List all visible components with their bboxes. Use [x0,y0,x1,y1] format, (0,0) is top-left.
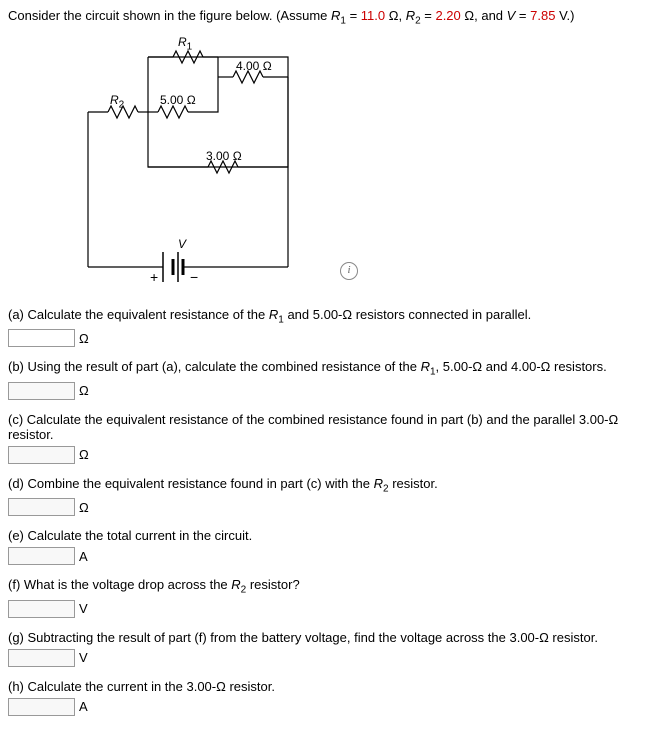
d-sym: R [374,476,383,491]
a-post: and 5.00-Ω resistors connected in parall… [284,307,531,322]
unit2: Ω, and [461,8,507,23]
v-symbol: V [507,8,516,23]
c-text: (c) Calculate the equivalent resistance … [8,412,618,442]
a-unit: Ω [79,331,89,346]
c-unit: Ω [79,447,89,462]
f-unit: V [79,601,88,616]
g-unit: V [79,650,88,665]
circuit-diagram: R1 R2 5.00 Ω 4.00 Ω 3.00 Ω V + − i [78,37,358,287]
h-unit: A [79,699,88,714]
r1-symbol: R [331,8,340,23]
f-sym: R [231,577,240,592]
d-pre: (d) Combine the equivalent resistance fo… [8,476,374,491]
r2-symbol: R [406,8,415,23]
eq2: = [421,8,436,23]
g-input[interactable] [8,649,75,667]
circuit-r1-sub: 1 [187,41,193,52]
part-g: (g) Subtracting the result of part (f) f… [8,630,653,667]
circuit-r2-sub: 2 [119,99,125,110]
circuit-300-label: 3.00 Ω [206,149,242,163]
part-f: (f) What is the voltage drop across the … [8,577,653,618]
battery-plus: + [150,269,158,285]
part-a: (a) Calculate the equivalent resistance … [8,307,653,348]
e-unit: A [79,549,88,564]
eq1: = [346,8,361,23]
h-input[interactable] [8,698,75,716]
f-pre: (f) What is the voltage drop across the [8,577,231,592]
circuit-r1-label: R [178,35,187,49]
f-input[interactable] [8,600,75,618]
part-h: (h) Calculate the current in the 3.00-Ω … [8,679,653,716]
b-pre: (b) Using the result of part (a), calcul… [8,359,421,374]
v-value: 7.85 [530,8,555,23]
unit1: Ω, [385,8,406,23]
part-d: (d) Combine the equivalent resistance fo… [8,476,653,517]
part-b: (b) Using the result of part (a), calcul… [8,359,653,400]
d-input[interactable] [8,498,75,516]
d-post: resistor. [389,476,438,491]
circuit-500-label: 5.00 Ω [160,93,196,107]
e-text: (e) Calculate the total current in the c… [8,528,252,543]
circuit-r2-label: R [110,93,119,107]
b-post: , 5.00-Ω and 4.00-Ω resistors. [436,359,607,374]
part-c: (c) Calculate the equivalent resistance … [8,412,653,464]
d-unit: Ω [79,500,89,515]
e-input[interactable] [8,547,75,565]
a-pre: (a) Calculate the equivalent resistance … [8,307,269,322]
b-unit: Ω [79,383,89,398]
intro-text: Consider the circuit shown in the figure… [8,8,653,27]
g-text: (g) Subtracting the result of part (f) f… [8,630,598,645]
a-sym: R [269,307,278,322]
part-e: (e) Calculate the total current in the c… [8,528,653,565]
f-post: resistor? [246,577,299,592]
b-input[interactable] [8,382,75,400]
r1-value: 11.0 [361,8,385,23]
b-sym: R [421,359,430,374]
r2-value: 2.20 [435,8,460,23]
a-input[interactable] [8,329,75,347]
c-input[interactable] [8,446,75,464]
circuit-400-label: 4.00 Ω [236,59,272,73]
h-text: (h) Calculate the current in the 3.00-Ω … [8,679,275,694]
unit3: V.) [555,8,574,23]
info-icon[interactable]: i [340,262,358,280]
intro-prefix: Consider the circuit shown in the figure… [8,8,331,23]
battery-minus: − [190,269,198,285]
circuit-v-label: V [178,237,186,251]
eq3: = [515,8,530,23]
